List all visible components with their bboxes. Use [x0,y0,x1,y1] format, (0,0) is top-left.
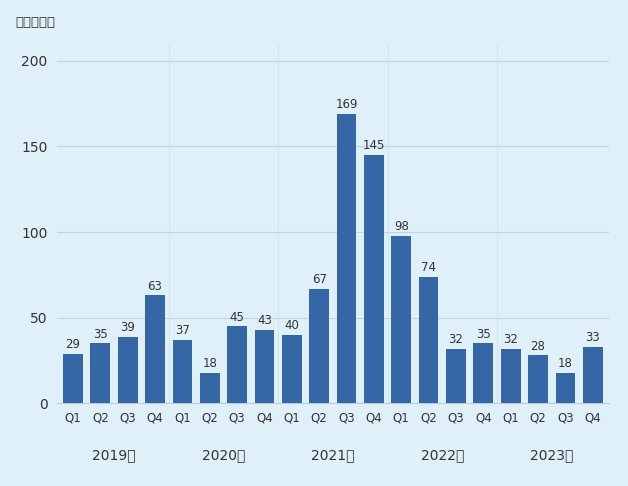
Bar [501,348,521,403]
Bar [254,330,274,403]
Text: 43: 43 [257,314,272,327]
Text: 18: 18 [202,357,217,370]
Text: 18: 18 [558,357,573,370]
Text: 145: 145 [363,139,385,153]
Bar [282,335,301,403]
Bar [556,373,575,403]
Text: 37: 37 [175,325,190,337]
Text: 2021年: 2021年 [311,448,355,462]
Bar [227,326,247,403]
Text: 2023年: 2023年 [530,448,573,462]
Bar [474,344,493,403]
Text: 74: 74 [421,261,436,274]
Bar [63,354,83,403]
Bar [200,373,220,403]
Text: 2019年: 2019年 [92,448,136,462]
Bar [173,340,192,403]
Bar [446,348,466,403]
Bar [118,337,138,403]
Text: 28: 28 [531,340,546,353]
Text: 67: 67 [311,273,327,286]
Bar [391,236,411,403]
Text: 35: 35 [476,328,490,341]
Bar [90,344,110,403]
Text: 2022年: 2022年 [421,448,464,462]
Text: （億ドル）: （億ドル） [15,17,55,29]
Text: 169: 169 [335,98,358,111]
Bar [337,114,356,403]
Bar [419,277,438,403]
Text: 39: 39 [120,321,135,334]
Text: 32: 32 [448,333,463,346]
Bar [145,295,165,403]
Text: 35: 35 [93,328,107,341]
Text: 63: 63 [148,280,163,293]
Text: 40: 40 [284,319,299,332]
Text: 32: 32 [503,333,518,346]
Text: 33: 33 [585,331,600,344]
Text: 45: 45 [230,311,244,324]
Bar [583,347,603,403]
Text: 29: 29 [65,338,80,351]
Text: 98: 98 [394,220,409,233]
Bar [310,289,329,403]
Text: 2020年: 2020年 [202,448,245,462]
Bar [364,155,384,403]
Bar [528,355,548,403]
